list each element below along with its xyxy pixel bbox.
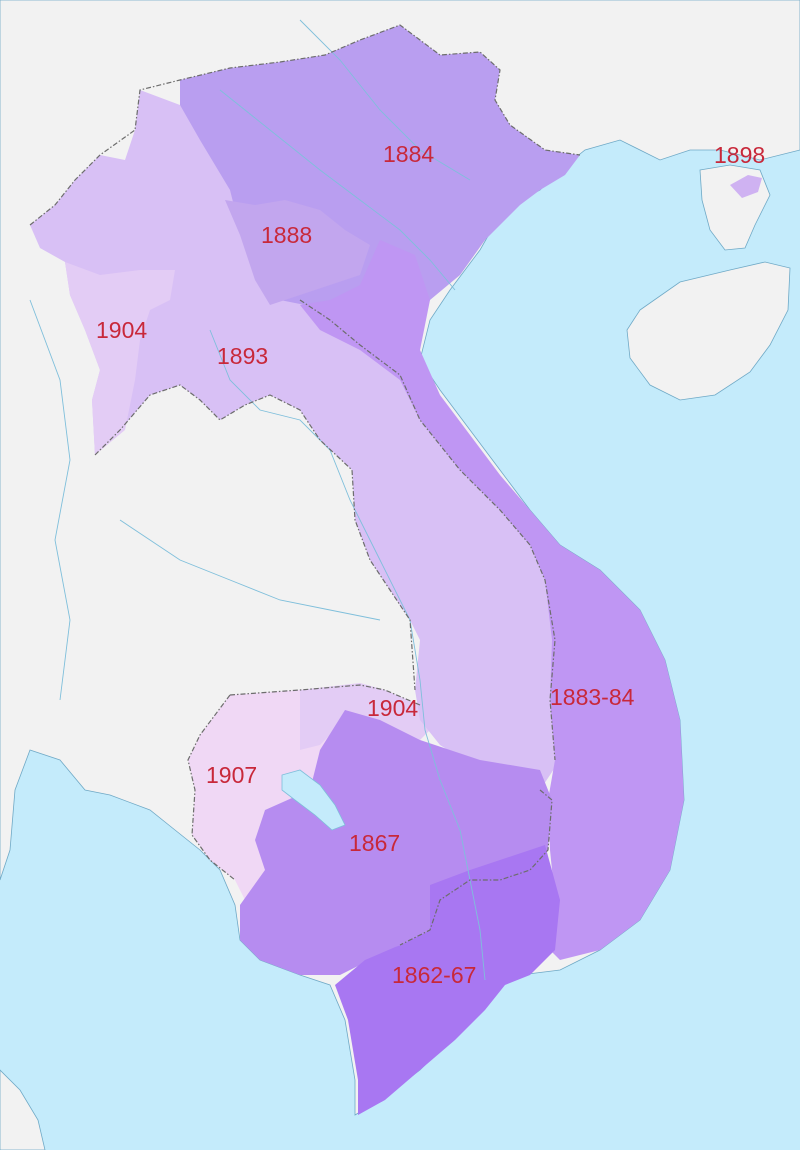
tonle-sap-lake bbox=[281, 769, 346, 831]
border-laos-thailand bbox=[94, 384, 416, 691]
border-laos-vietnam bbox=[299, 299, 556, 761]
region-1898 bbox=[730, 175, 762, 198]
region-1862-67 bbox=[335, 845, 560, 1115]
region-1893 bbox=[30, 90, 560, 790]
region-1883-84 bbox=[300, 240, 684, 960]
label-1867: 1867 bbox=[349, 830, 400, 856]
label-1904-south: 1904 bbox=[367, 695, 418, 721]
label-1883-84: 1883-84 bbox=[550, 684, 635, 710]
river-china bbox=[299, 19, 471, 181]
label-1907: 1907 bbox=[206, 762, 257, 788]
red-river bbox=[219, 89, 456, 291]
label-1888: 1888 bbox=[261, 222, 312, 248]
border-cambodia-thailand bbox=[187, 684, 421, 881]
region-1888 bbox=[225, 200, 370, 305]
region-1904-north bbox=[65, 262, 175, 455]
label-1898: 1898 bbox=[714, 142, 765, 168]
river-thai bbox=[119, 519, 381, 621]
label-1893: 1893 bbox=[217, 343, 268, 369]
hainan-island bbox=[626, 261, 791, 401]
border-cambodia-vietnam bbox=[399, 789, 553, 946]
border-china bbox=[29, 24, 581, 226]
land-southwest bbox=[0, 1069, 46, 1150]
region-1867 bbox=[240, 710, 552, 975]
river-west bbox=[29, 299, 71, 701]
label-1862-67: 1862-67 bbox=[392, 962, 476, 988]
label-1884: 1884 bbox=[383, 141, 434, 167]
label-1904-north: 1904 bbox=[96, 317, 147, 343]
